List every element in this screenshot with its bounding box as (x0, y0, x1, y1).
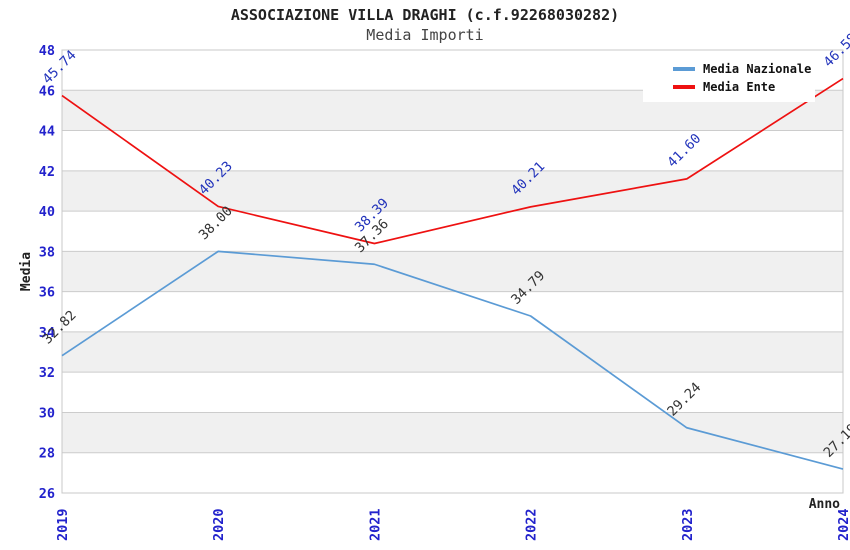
legend-label-media-ente: Media Ente (703, 80, 776, 94)
chart-subtitle: Media Importi (366, 26, 484, 44)
media-nazionale-line-marker (673, 67, 695, 71)
x-tick-label: 2020 (211, 508, 227, 541)
y-tick-label: 30 (39, 405, 55, 421)
y-tick-label: 28 (39, 446, 55, 462)
plot-band (62, 331, 843, 373)
plot-band (62, 170, 843, 212)
x-tick-label: 2019 (55, 508, 71, 541)
y-tick-label: 40 (39, 204, 55, 220)
x-tick-label: 2023 (680, 508, 696, 541)
plot-band (62, 412, 843, 453)
legend-item-media-nazionale: Media Nazionale (643, 60, 815, 78)
y-tick-label: 36 (39, 285, 55, 301)
legend: Media Nazionale Media Ente (643, 55, 815, 102)
y-tick-label: 34 (39, 325, 55, 341)
y-tick-label: 26 (39, 486, 55, 502)
plot-border (61, 49, 844, 494)
point-label: 41.60 (664, 131, 704, 171)
y-tick-label: 48 (39, 43, 55, 59)
y-tick-label: 42 (39, 164, 55, 180)
series-line-media-nazionale (61, 250, 844, 470)
x-tick-label: 2024 (836, 508, 850, 541)
x-tick-label: 2021 (367, 508, 383, 541)
x-axis-title: Anno (809, 497, 840, 512)
plot-band (62, 251, 843, 292)
chart-title: ASSOCIAZIONE VILLA DRAGHI (c.f.922680302… (230, 6, 620, 24)
y-axis-title: Media (19, 252, 34, 291)
x-tick-label: 2022 (524, 508, 540, 541)
y-tick-label: 32 (39, 365, 55, 381)
series-line-media-ente (61, 77, 844, 245)
legend-label-media-nazionale: Media Nazionale (703, 62, 812, 76)
y-tick-label: 46 (39, 83, 55, 99)
y-tick-label: 44 (39, 124, 55, 140)
y-tick-label: 38 (39, 244, 55, 260)
legend-item-media-ente: Media Ente (643, 78, 815, 96)
media-ente-line-marker (673, 85, 695, 89)
